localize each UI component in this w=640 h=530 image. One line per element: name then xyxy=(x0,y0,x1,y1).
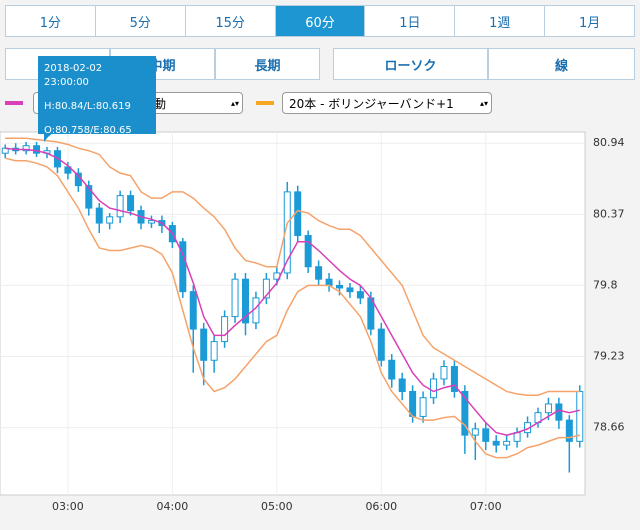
tooltip-time: 2018-02-02 23:00:00 xyxy=(44,63,103,88)
indicator-select[interactable]: 20本 - ボリンジャーバンド+1 xyxy=(282,92,492,114)
y-tick-label: 78.66 xyxy=(593,421,625,434)
indicator-swatch xyxy=(5,101,23,105)
candle-body xyxy=(127,195,135,212)
tab[interactable]: 1週 xyxy=(455,6,546,36)
candle-body xyxy=(1,147,9,154)
candle-body xyxy=(409,390,417,417)
candle-body xyxy=(116,195,124,218)
candle-body xyxy=(576,390,584,442)
candle-body xyxy=(33,145,41,154)
candle-body xyxy=(200,328,208,361)
indicator-line xyxy=(5,147,580,436)
candle-body xyxy=(95,207,103,224)
candle-body xyxy=(388,359,396,380)
y-tick-label: 79.23 xyxy=(593,350,625,363)
candle-body xyxy=(544,403,552,414)
candle-body xyxy=(565,419,573,442)
candle-body xyxy=(210,341,218,361)
line-button[interactable]: 線 xyxy=(488,48,635,80)
candle-body xyxy=(147,220,155,224)
chart: 78.66 79.23 79.8 80.37 80.94 03:00 04:00 05:00 0… xyxy=(0,131,625,513)
candle-body xyxy=(64,166,72,174)
candle-body xyxy=(377,328,385,361)
candle-body xyxy=(419,397,427,417)
timeframe-tabs: 1分 5分 15分 60分 1日 1週 1月 xyxy=(5,5,635,37)
candle-body xyxy=(336,284,344,289)
tooltip-oe: O:80.758/E:80.65 xyxy=(44,125,132,136)
tab[interactable]: 1月 xyxy=(578,15,601,31)
candle-body xyxy=(398,378,406,392)
tooltip: 2018-02-02 23:00:00 H:80.84/L:80.619 O:8… xyxy=(38,56,156,142)
candle-button[interactable]: ローソク xyxy=(333,48,488,80)
y-tick-label: 80.37 xyxy=(593,207,625,220)
tooltip-hl: H:80.84/L:80.619 xyxy=(44,101,131,112)
candle-body xyxy=(106,216,114,224)
candle-body xyxy=(461,390,469,436)
candle-body xyxy=(189,291,197,330)
candle-body xyxy=(356,291,364,299)
candle-body xyxy=(513,432,521,442)
candle-body xyxy=(179,241,187,293)
candle-body xyxy=(85,185,93,209)
tab[interactable]: 1分 xyxy=(6,6,96,36)
candle-body xyxy=(221,316,229,343)
x-tick-label: 04:00 xyxy=(157,500,189,513)
x-tick-label: 07:00 xyxy=(470,500,502,513)
tab[interactable]: 15分 xyxy=(186,6,276,36)
candle-body xyxy=(492,440,500,446)
candle-body xyxy=(325,278,333,286)
candle-body xyxy=(304,235,312,268)
candle-body xyxy=(315,266,323,280)
candle-body xyxy=(22,145,30,152)
candle-body xyxy=(503,440,511,446)
candle-body xyxy=(450,366,458,392)
tab[interactable]: 1日 xyxy=(365,6,456,36)
candle-body xyxy=(346,287,354,293)
indicator-line xyxy=(5,157,580,459)
indicator-line xyxy=(5,137,580,396)
candle-body xyxy=(231,278,239,318)
y-tick-label: 80.94 xyxy=(593,136,625,149)
x-tick-label: 03:00 xyxy=(52,500,84,513)
y-tick-label: 79.8 xyxy=(593,278,618,291)
long-term-button[interactable]: 長期 xyxy=(215,48,320,80)
tab[interactable]: 5分 xyxy=(96,6,186,36)
candle-body xyxy=(241,278,249,324)
candle-body xyxy=(262,278,270,299)
x-tick-label: 06:00 xyxy=(365,500,397,513)
candle-body xyxy=(482,428,490,442)
tab[interactable]: 60分 xyxy=(275,6,366,36)
x-tick-label: 05:00 xyxy=(261,500,293,513)
candle-body xyxy=(430,378,438,399)
candle-body xyxy=(440,366,448,380)
indicator-swatch xyxy=(256,101,274,105)
candle-body xyxy=(471,428,479,436)
